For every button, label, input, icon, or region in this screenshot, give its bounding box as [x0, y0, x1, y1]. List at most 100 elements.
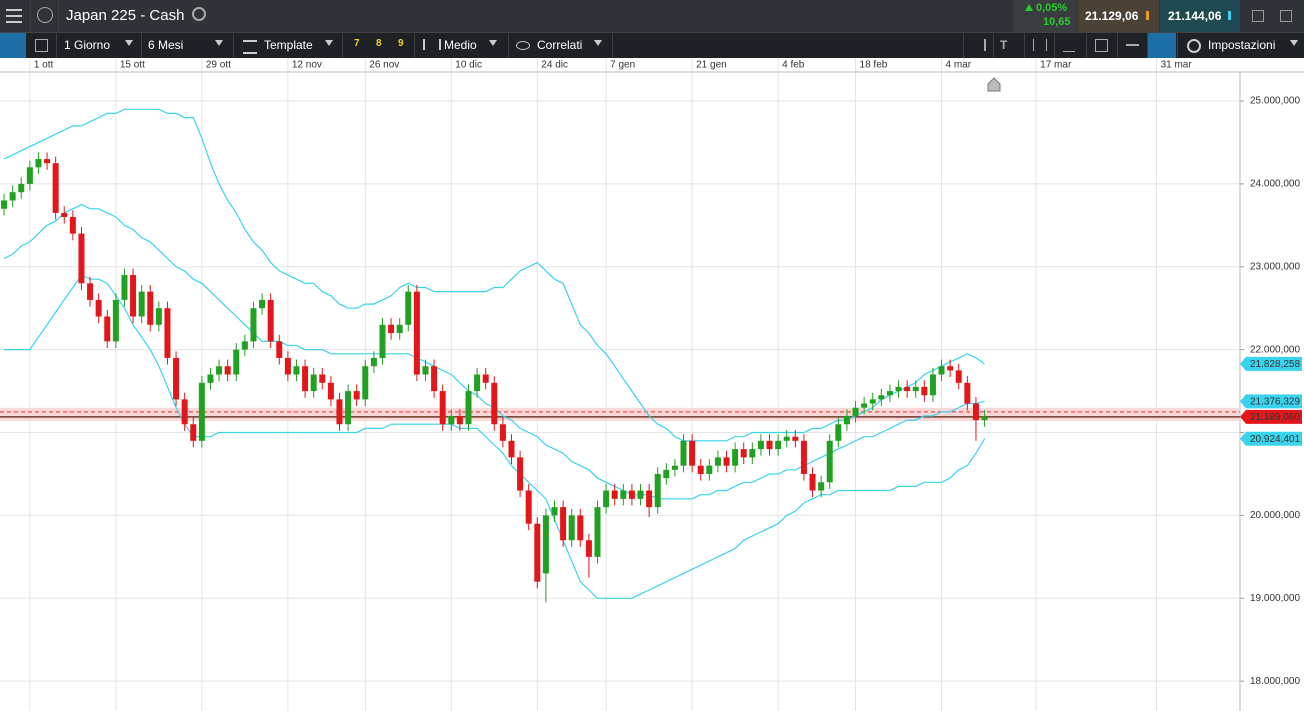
price-tag [1240, 409, 1302, 424]
candle-body [439, 391, 446, 425]
top-bar: Japan 225 - Cash 0,05% 10,65 21.129,06 2… [0, 0, 1304, 32]
candle-body [972, 403, 979, 421]
y-tick-label: 18.000,000 [1250, 676, 1300, 687]
x-tick-label: 1 ott [34, 60, 54, 71]
menu-button[interactable] [6, 9, 22, 23]
candle-body [921, 386, 928, 396]
candle-body [422, 366, 429, 375]
candle-body [646, 490, 653, 508]
crosshair-tool[interactable] [1126, 44, 1139, 46]
list-button[interactable] [0, 33, 26, 58]
candle-body [35, 159, 42, 168]
candle-body [852, 407, 859, 416]
candle-body [508, 440, 515, 458]
price-tag [1240, 394, 1302, 409]
candle-body [620, 490, 627, 499]
candle-body [155, 308, 162, 325]
candle-body [843, 415, 850, 425]
candle-body [628, 490, 635, 499]
candle-body [611, 490, 618, 499]
template-select[interactable]: Template [264, 38, 313, 52]
candle-body [370, 357, 377, 367]
bollinger-band [3, 108, 985, 442]
candle-body [173, 357, 180, 400]
draw-tool[interactable] [1063, 39, 1075, 52]
preset-7[interactable]: 7 [354, 38, 360, 49]
chart-style-select[interactable]: Medio [444, 38, 477, 52]
candle-body [964, 382, 971, 404]
candle-body [456, 415, 463, 425]
tool-icon[interactable] [972, 39, 986, 51]
grid-tool[interactable] [1033, 39, 1047, 51]
candle-body [585, 540, 592, 557]
candle-body [302, 366, 309, 392]
x-tick-label: 17 mar [1040, 60, 1072, 71]
candle-body [938, 366, 945, 375]
candle-body [826, 440, 833, 483]
scroll-marker[interactable] [987, 77, 1001, 92]
x-tick-label: 7 gen [610, 60, 635, 71]
candle-body [603, 490, 610, 508]
candle-body [740, 449, 747, 458]
candle-body [353, 391, 360, 400]
preset-9[interactable]: 9 [398, 38, 404, 49]
candle-body [241, 341, 248, 350]
price-tag-label: 21.376,329 [1250, 396, 1300, 407]
x-tick-label: 4 mar [946, 60, 972, 71]
x-tick-label: 18 feb [860, 60, 888, 71]
candle-body [912, 386, 919, 392]
candle-body [886, 391, 893, 396]
candle-body [835, 424, 842, 441]
candle-body [259, 299, 266, 309]
related-select[interactable]: Correlati [537, 38, 583, 52]
text-tool[interactable]: T [1000, 38, 1008, 52]
candle-body [474, 374, 481, 392]
candle-body [671, 465, 678, 470]
candle-body [981, 416, 988, 421]
expand-icon[interactable] [1280, 10, 1292, 22]
candle-body [525, 490, 532, 524]
sell-box[interactable]: 21.129,06 [1078, 0, 1159, 32]
candle-body [147, 291, 154, 325]
candle-body [130, 275, 137, 317]
y-tick-label: 20.000,000 [1250, 510, 1300, 521]
candle-body [697, 465, 704, 474]
interval-select[interactable]: 1 Giorno [64, 38, 111, 52]
buy-box[interactable]: 21.144,06 [1160, 0, 1240, 32]
candle-body [706, 465, 713, 474]
y-tick-label: 23.000,000 [1250, 261, 1300, 272]
candle-body [895, 386, 902, 392]
candle-body [207, 374, 214, 383]
search-icon[interactable] [192, 7, 206, 21]
candle-body [809, 473, 816, 491]
buy-arrow [1228, 11, 1231, 20]
candle-body [1, 200, 8, 209]
instrument-title: Japan 225 - Cash [66, 7, 185, 24]
candle-body [362, 366, 369, 400]
price-tag-label: 21.828,258 [1250, 359, 1300, 370]
candle-body [869, 399, 876, 404]
x-tick-label: 4 feb [782, 60, 805, 71]
change-box: 0,05% 10,65 [1013, 0, 1077, 32]
detach-icon[interactable] [1252, 10, 1264, 22]
copy-tool[interactable] [1095, 39, 1108, 52]
candle-body [663, 469, 670, 479]
info-icon[interactable] [37, 7, 53, 23]
candle-body [947, 366, 954, 371]
tag-tool[interactable] [1148, 33, 1176, 58]
candle-body [783, 436, 790, 441]
x-axis-strip [0, 58, 1304, 72]
candle-body [482, 374, 489, 383]
template-icon [243, 40, 257, 54]
range-select[interactable]: 6 Mesi [148, 38, 184, 52]
settings-button[interactable]: Impostazioni [1208, 38, 1276, 52]
candle-body [689, 440, 696, 466]
price-tag-label: 20.924,401 [1250, 434, 1300, 445]
price-tag [1240, 356, 1302, 371]
candle-body [499, 424, 506, 441]
x-tick-label: 15 ott [120, 60, 145, 71]
preset-8[interactable]: 8 [376, 38, 382, 49]
candle-body [955, 370, 962, 383]
layout-button[interactable] [35, 39, 48, 52]
